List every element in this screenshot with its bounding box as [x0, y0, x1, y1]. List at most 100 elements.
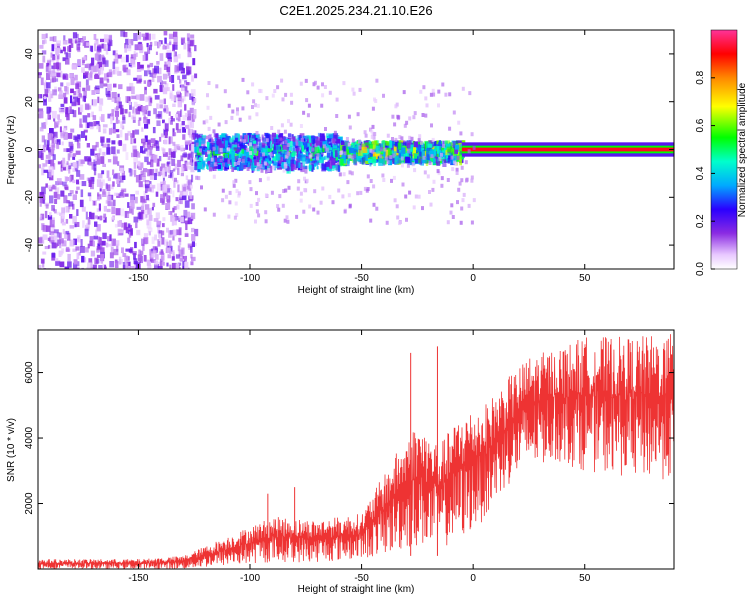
heatmap-cell: [111, 216, 115, 220]
heatmap-cell: [450, 155, 454, 160]
heatmap-cell: [130, 228, 133, 236]
heatmap-cell: [70, 174, 74, 182]
heatmap-cell: [62, 40, 68, 45]
heatmap-cell: [81, 206, 86, 212]
heatmap-cell: [206, 135, 210, 140]
heatmap-cell: [167, 254, 172, 259]
heatmap-cell: [129, 102, 132, 110]
heatmap-cell: [391, 114, 395, 119]
heatmap-cell: [137, 120, 141, 126]
heatmap-cell: [87, 243, 90, 249]
heatmap-cell: [243, 139, 246, 144]
heatmap-cell: [186, 82, 190, 86]
heatmap-cell: [146, 161, 151, 165]
heatmap-cell: [348, 145, 353, 150]
heatmap-cell: [274, 134, 279, 141]
heatmap-cell: [50, 233, 56, 241]
heatmap-cell: [384, 156, 388, 161]
heatmap-cell: [88, 63, 93, 71]
heatmap-cell: [178, 237, 182, 242]
heatmap-cell: [91, 177, 95, 182]
heatmap-cell: [50, 52, 53, 58]
heatmap-cell: [112, 71, 115, 75]
heatmap-cell: [42, 225, 47, 232]
heatmap-x-ticks: -150 -100 -50 0 50: [128, 30, 591, 284]
heatmap-cell: [100, 257, 104, 264]
heatmap-cell: [141, 127, 144, 132]
heatmap-cell: [59, 244, 62, 249]
heatmap-cell: [151, 143, 156, 148]
heatmap-cell: [254, 103, 257, 108]
heatmap-cell: [65, 52, 71, 58]
heatmap-cell: [437, 89, 441, 94]
heatmap-cell: [99, 237, 102, 245]
heatmap-cell: [38, 72, 42, 76]
heatmap-cell: [149, 41, 153, 47]
heatmap-cell: [91, 111, 94, 118]
heatmap-cell: [102, 63, 106, 67]
heatmap-cell: [156, 158, 160, 167]
heatmap-cell: [434, 145, 438, 150]
heatmap-cell: [185, 163, 189, 169]
heatmap-cell: [79, 118, 82, 127]
heatmap-cell: [214, 133, 219, 139]
heatmap-cell: [101, 43, 105, 49]
heatmap-cell: [263, 148, 268, 157]
heatmap-cell: [185, 141, 190, 145]
heatmap-cell: [232, 144, 238, 148]
heatmap-cell: [166, 49, 172, 53]
heatmap-cell: [144, 86, 147, 95]
heatmap-cell: [191, 233, 196, 241]
heatmap-cell: [151, 259, 156, 263]
heatmap-cell: [60, 49, 63, 54]
heatmap-cell: [63, 166, 66, 171]
heatmap-cell: [300, 149, 303, 154]
heatmap-cell: [81, 181, 87, 187]
heatmap-cell: [117, 161, 120, 166]
heatmap-cell: [182, 134, 186, 140]
heatmap-cell: [349, 148, 354, 154]
heatmap-cell: [253, 149, 257, 154]
heatmap-y-tick-label: 20: [24, 96, 35, 108]
heatmap-cell: [147, 66, 150, 73]
heatmap-cell: [130, 196, 135, 203]
heatmap-cell: [114, 224, 118, 228]
heatmap-cell: [229, 137, 234, 143]
heatmap-cell: [172, 250, 175, 255]
heatmap-cell: [162, 223, 165, 228]
heatmap-cell: [80, 131, 86, 138]
heatmap-cell: [237, 193, 241, 198]
heatmap-cell: [217, 122, 221, 127]
heatmap-cell: [281, 97, 285, 102]
heatmap-cell: [42, 234, 48, 240]
heatmap-cell: [96, 254, 101, 258]
heatmap-cell: [41, 223, 45, 231]
heatmap-cell: [234, 178, 238, 183]
heatmap-cell: [147, 227, 153, 233]
heatmap-cell: [405, 217, 408, 222]
heatmap-cell: [312, 207, 316, 212]
heatmap-cell: [251, 82, 255, 87]
colorbar-label: Normalized spectral amplitude: [737, 82, 748, 217]
heatmap-cell: [66, 161, 69, 165]
snr-x-ticks: -150 -100 -50 0 50: [128, 330, 591, 584]
heatmap-cell: [132, 112, 137, 120]
heatmap-cell: [143, 237, 149, 244]
heatmap-cell: [404, 194, 408, 199]
heatmap-cell: [65, 246, 70, 252]
heatmap-cell: [151, 253, 155, 258]
heatmap-cell: [72, 239, 75, 246]
heatmap-cell: [76, 33, 79, 39]
heatmap-cell: [370, 129, 374, 134]
heatmap-cell: [116, 149, 120, 154]
heatmap-cell: [280, 153, 283, 158]
heatmap-cell: [66, 82, 70, 86]
heatmap-cell: [264, 210, 268, 215]
heatmap-cell: [238, 158, 242, 163]
heatmap-cell: [181, 96, 186, 101]
heatmap-cell: [57, 119, 62, 123]
heatmap-cell: [131, 86, 135, 95]
heatmap-cell: [235, 189, 239, 194]
heatmap-cell: [207, 153, 211, 161]
heatmap-cell: [257, 213, 261, 218]
